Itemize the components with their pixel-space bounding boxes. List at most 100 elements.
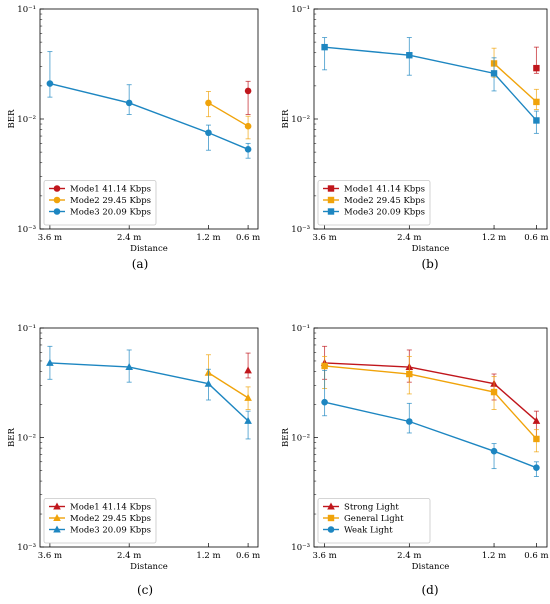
- data-point: [244, 146, 252, 153]
- series-3: [46, 51, 252, 159]
- legend-label: Mode1 41.14 Kbps: [70, 503, 151, 513]
- x-tick-label: 3.6 m: [312, 551, 336, 561]
- y-axis-label: BER: [7, 109, 17, 128]
- legend-marker: [53, 196, 61, 204]
- legend-label: Mode3 20.09 Kbps: [70, 526, 151, 536]
- legend-label: Mode2 29.45 Kbps: [344, 196, 425, 206]
- data-point: [205, 129, 212, 137]
- series-line: [324, 365, 537, 440]
- chart-panel-4: 10⁻³ 10⁻² 10⁻¹ 3.6 m 2.4 m 1.2 m 0.6 m Distance…: [281, 324, 549, 597]
- series-1: [244, 352, 252, 379]
- legend-marker: [53, 208, 61, 215]
- data-point: [533, 435, 540, 443]
- legend-label: Mode2 29.45 Kbps: [70, 196, 151, 206]
- data-point: [533, 464, 540, 471]
- y-tick-label: 10⁻¹: [291, 324, 310, 334]
- series-line: [324, 401, 537, 469]
- y-tick-label: 10⁻³: [291, 543, 310, 553]
- chart-panel-2: 10⁻³ 10⁻² 10⁻¹ 3.6 m 2.4 m 1.2 m 0.6 m Distance…: [281, 5, 549, 271]
- x-tick-label: 2.4 m: [117, 551, 141, 561]
- legend-box: [317, 180, 431, 226]
- data-point: [125, 363, 133, 371]
- y-tick-label: 10⁻¹: [17, 324, 36, 334]
- x-tick-label: 1.2 m: [482, 551, 506, 561]
- y-tick-label: 10⁻¹: [17, 5, 36, 15]
- series-3: [46, 345, 252, 440]
- legend-box: [43, 498, 157, 544]
- data-point: [244, 122, 252, 130]
- legend-marker: [327, 196, 335, 204]
- legend-label: Strong Light: [344, 503, 399, 513]
- data-point: [406, 52, 413, 59]
- x-tick-label: 1.2 m: [196, 233, 220, 243]
- data-point: [490, 70, 498, 77]
- legend-label: Mode2 29.45 Kbps: [70, 514, 151, 524]
- data-point: [244, 87, 252, 95]
- y-axis-label: BER: [281, 109, 291, 128]
- series-line: [49, 82, 249, 150]
- data-point: [321, 398, 328, 406]
- y-tick-label: 10⁻³: [291, 225, 310, 235]
- x-tick-label: 0.6 m: [236, 551, 260, 561]
- legend-marker: [53, 514, 61, 521]
- x-tick-label: 0.6 m: [524, 233, 548, 243]
- x-tick-label: 3.6 m: [38, 551, 62, 561]
- legend-label: Mode3 20.09 Kbps: [344, 208, 425, 218]
- y-tick-label: 10⁻¹: [291, 5, 310, 15]
- x-tick-label: 0.6 m: [236, 233, 260, 243]
- panel-caption: (d): [421, 583, 438, 597]
- legend-marker: [53, 525, 61, 533]
- panel-caption: (c): [137, 583, 153, 597]
- legend-label: Mode1 41.14 Kbps: [70, 185, 151, 195]
- y-tick-label: 10⁻³: [17, 543, 36, 553]
- legend-box: [317, 498, 431, 544]
- data-point: [490, 447, 498, 455]
- legend-marker: [327, 185, 335, 192]
- series-3: [321, 369, 540, 477]
- legend-marker: [327, 208, 335, 215]
- legend-marker: [327, 514, 335, 522]
- data-point: [321, 362, 328, 370]
- data-point: [490, 388, 498, 396]
- series-2: [321, 355, 540, 453]
- x-tick-label: 3.6 m: [38, 233, 62, 243]
- y-tick-label: 10⁻²: [291, 115, 310, 125]
- legend-label: Weak Light: [344, 526, 393, 536]
- x-tick-label: 2.4 m: [117, 233, 141, 243]
- series-1: [533, 46, 540, 74]
- legend-label: Mode1 41.14 Kbps: [344, 185, 425, 195]
- legend-marker: [53, 502, 61, 510]
- legend-marker: [327, 502, 335, 510]
- data-point: [533, 117, 540, 124]
- y-axis-label: BER: [281, 427, 291, 446]
- x-tick-label: 2.4 m: [397, 551, 421, 561]
- series-line: [49, 362, 249, 422]
- x-axis-label: Distance: [412, 244, 450, 254]
- x-tick-label: 2.4 m: [397, 233, 421, 243]
- x-tick-label: 1.2 m: [482, 233, 506, 243]
- data-point: [321, 43, 328, 51]
- x-axis-label: Distance: [130, 244, 168, 254]
- data-point: [244, 393, 252, 401]
- data-point: [533, 98, 540, 106]
- legend-label: Mode3 20.09 Kbps: [70, 208, 151, 218]
- data-point: [406, 370, 413, 378]
- legend-label: General Light: [344, 514, 404, 524]
- data-point: [46, 80, 54, 87]
- data-point: [46, 358, 54, 366]
- data-point: [244, 366, 252, 374]
- series-line: [208, 102, 249, 127]
- series-1: [244, 80, 252, 115]
- chart-panel-3: 10⁻³ 10⁻² 10⁻¹ 3.6 m 2.4 m 1.2 m 0.6 m Distance…: [7, 324, 260, 597]
- legend-marker: [327, 526, 335, 533]
- data-point: [244, 416, 252, 424]
- legend-marker: [53, 185, 61, 192]
- series-2: [205, 91, 252, 140]
- data-point: [533, 64, 540, 72]
- data-point: [406, 418, 413, 425]
- x-tick-label: 3.6 m: [312, 233, 336, 243]
- series-line: [493, 62, 537, 103]
- y-tick-label: 10⁻²: [17, 434, 36, 444]
- legend-box: [43, 180, 157, 226]
